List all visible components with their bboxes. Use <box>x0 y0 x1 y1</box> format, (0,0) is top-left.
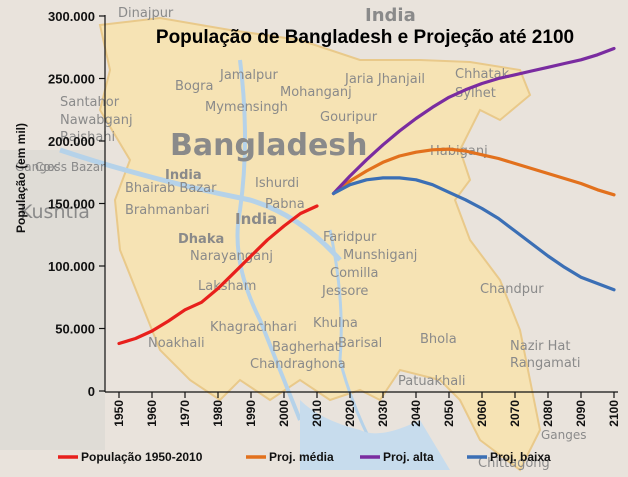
map-label-33: Noakhali <box>148 336 205 351</box>
map-label-0: Dinajpur <box>118 6 174 21</box>
series-line-2 <box>331 46 616 196</box>
series-layer <box>117 46 616 346</box>
x-tick-label-1: 1960 <box>145 400 159 427</box>
map-label-41: Chittagong <box>478 456 550 471</box>
map-label-10: Nawabganj <box>60 113 133 128</box>
map-label-34: Bagherhat <box>272 340 340 355</box>
y-tick-label-1: 50.000 <box>55 322 95 337</box>
x-ticks: 1950 1960 1970 1980 1990 2000 2010 2020 2030 2040… <box>112 392 621 427</box>
map-label-21: Kushtia <box>20 201 90 223</box>
x-tick-label-14: 2090 <box>574 400 588 427</box>
ganges-river <box>59 147 342 262</box>
y-tick-label-2: 100.000 <box>48 259 95 274</box>
y-tick-label-3: 150.000 <box>48 197 95 212</box>
meghna-river <box>328 229 372 441</box>
x-tick-label-12: 2070 <box>508 400 522 427</box>
map-label-2: Jamalpur <box>219 68 279 83</box>
x-tick-label-7: 2020 <box>343 400 357 427</box>
map-labels: Dinajpur India Jamalpur Jaria Jhanjail Chhat… <box>15 5 587 471</box>
map-label-27: Comilla <box>330 266 379 281</box>
x-tick-label-9: 2040 <box>409 400 423 427</box>
map-label-40: Patuakhali <box>398 374 465 389</box>
map-label-19: Pabna <box>265 197 305 212</box>
x-tick-label-0: 1950 <box>112 400 126 427</box>
map-label-13: Bangladesh <box>170 128 368 163</box>
axes: 0 50.000 100.000 150.000 200.000 250.000 300.0… <box>48 9 621 427</box>
map-label-11: Gouripur <box>320 110 378 125</box>
legend-label-3: Proj. baixa <box>490 450 551 464</box>
y-tick-label-6: 300.000 <box>48 9 95 24</box>
map-label-4: Chhatak <box>455 67 510 82</box>
map-label-38: Rangamati <box>510 356 581 371</box>
map-region-west <box>0 150 105 450</box>
map-label-24: Faridpur <box>323 230 377 245</box>
x-tick-label-3: 1980 <box>211 400 225 427</box>
map-label-17: Ishurdi <box>255 176 299 191</box>
y-tick-label-5: 250.000 <box>48 72 95 87</box>
map-label-30: Chandpur <box>480 282 544 297</box>
bay-of-bengal <box>300 400 450 470</box>
map-label-28: Laksham <box>198 279 256 294</box>
x-tick-label-2: 1970 <box>178 400 192 427</box>
chart-title: População de Bangladesh e Projeção até 2… <box>156 27 574 48</box>
x-tick-label-5: 2000 <box>277 400 291 427</box>
series-line-0 <box>117 204 319 346</box>
bangladesh-land <box>98 16 542 472</box>
map-label-16: India <box>165 168 202 183</box>
map-label-42: Cox's Bazar <box>35 160 105 174</box>
series-line-3 <box>331 176 616 292</box>
map-label-26: Munshiganj <box>343 248 417 263</box>
legend-label-0: População 1950-2010 <box>81 450 203 464</box>
y-tick-label-0: 0 <box>88 384 95 399</box>
legend: População 1950-2010 Proj. média Proj. alta… <box>58 450 551 464</box>
map-label-6: Mohanganj <box>280 85 352 100</box>
map-label-3: Jaria Jhanjail <box>344 72 425 87</box>
x-tick-label-6: 2010 <box>310 400 324 427</box>
map-label-20: Brahmanbari <box>125 203 210 218</box>
map-label-18: Bhairab Bazar <box>125 181 217 196</box>
x-tick-label-4: 1990 <box>244 400 258 427</box>
map-label-37: Nazir Hat <box>510 339 570 354</box>
legend-label-2: Proj. alta <box>383 450 434 464</box>
x-tick-label-13: 2080 <box>541 400 555 427</box>
map-label-1: India <box>365 5 416 26</box>
map-label-5: Bogra <box>175 79 213 94</box>
y-tick-label-4: 200.000 <box>48 134 95 149</box>
map-label-14: Ganges <box>15 160 61 174</box>
map-label-8: Santahor <box>60 95 120 110</box>
river-system <box>235 59 302 421</box>
x-tick-label-15: 2100 <box>607 400 621 427</box>
map-label-36: Bhola <box>420 332 457 347</box>
y-ticks: 0 50.000 100.000 150.000 200.000 250.000 300.0… <box>48 9 105 399</box>
x-tick-label-10: 2050 <box>442 400 456 427</box>
map-label-23: Dhaka <box>178 232 224 247</box>
map-label-39: Chandraghona <box>250 357 346 372</box>
map-label-31: Khagrachhari <box>210 320 297 335</box>
map-label-9: Mymensingh <box>205 100 288 115</box>
series-line-1 <box>331 147 616 197</box>
map-label-25: Narayanganj <box>190 249 273 264</box>
map-label-29: Jessore <box>321 284 368 299</box>
map-label-32: Khulna <box>313 316 358 331</box>
map-label-35: Barisal <box>338 336 382 351</box>
map-label-43: Ganges <box>541 428 587 442</box>
map-label-22: India <box>235 210 277 228</box>
x-tick-label-11: 2060 <box>475 400 489 427</box>
legend-label-1: Proj. média <box>269 450 334 464</box>
x-tick-label-8: 2030 <box>376 400 390 427</box>
y-axis-label: População (em mil) <box>14 123 28 233</box>
